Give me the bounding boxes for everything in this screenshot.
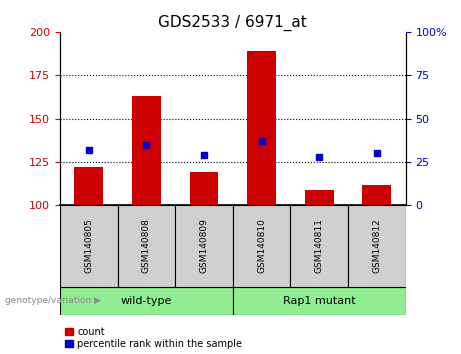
Title: GDS2533 / 6971_at: GDS2533 / 6971_at: [159, 14, 307, 30]
Bar: [132, 96, 161, 205]
Bar: [362, 184, 391, 205]
Bar: [118, 205, 175, 287]
Bar: [74, 167, 103, 205]
Bar: [233, 287, 406, 315]
Bar: [233, 205, 290, 287]
Text: GSM140809: GSM140809: [200, 218, 208, 274]
Bar: [305, 190, 334, 205]
Text: GSM140808: GSM140808: [142, 218, 151, 274]
Text: GSM140805: GSM140805: [84, 218, 93, 274]
Bar: [290, 205, 348, 287]
Point: [142, 142, 150, 147]
Bar: [60, 287, 233, 315]
Text: GSM140811: GSM140811: [315, 218, 324, 274]
Legend: count, percentile rank within the sample: count, percentile rank within the sample: [65, 327, 242, 349]
Text: genotype/variation ▶: genotype/variation ▶: [5, 296, 100, 306]
Bar: [189, 172, 219, 205]
Point: [258, 138, 266, 144]
Point: [315, 154, 323, 160]
Point: [85, 147, 92, 153]
Point: [200, 152, 207, 158]
Bar: [175, 205, 233, 287]
Bar: [348, 205, 406, 287]
Text: GSM140812: GSM140812: [372, 219, 381, 273]
Bar: [60, 205, 118, 287]
Point: [373, 150, 381, 156]
Text: GSM140810: GSM140810: [257, 218, 266, 274]
Text: wild-type: wild-type: [121, 296, 172, 306]
Text: Rap1 mutant: Rap1 mutant: [283, 296, 355, 306]
Bar: [247, 51, 276, 205]
